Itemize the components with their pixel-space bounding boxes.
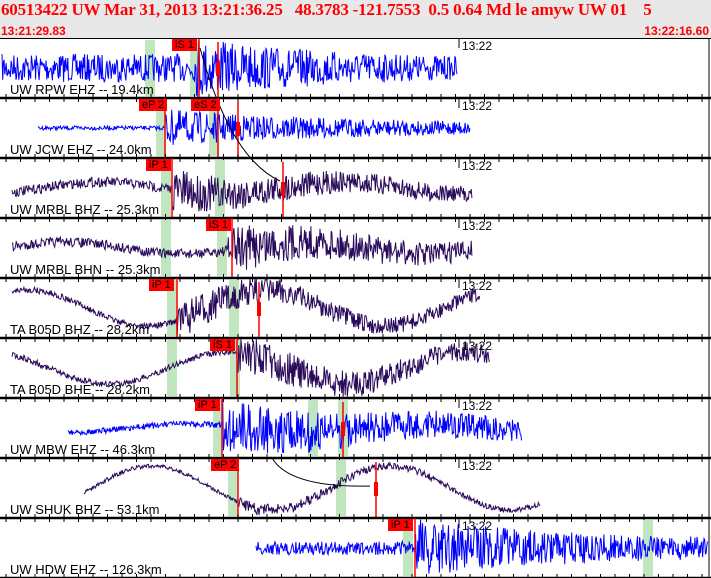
- channel-label: TA B05D BHE -- 28.2km: [10, 382, 150, 397]
- pick-uncertainty-bar: [257, 302, 261, 316]
- channel-label: TA B05D BHZ -- 28.2km: [10, 322, 150, 337]
- pick-label[interactable]: eP 2: [139, 99, 168, 111]
- phase-window: [213, 400, 223, 456]
- waveform-trace: [11, 277, 481, 336]
- waveform-trace: [1, 41, 458, 98]
- minute-label: 13:22: [462, 99, 493, 113]
- minute-label: 13:22: [462, 219, 493, 233]
- start-time: 13:21:29.83: [1, 24, 66, 38]
- pick-label[interactable]: eS 2: [191, 99, 220, 111]
- waveform-trace: [11, 338, 490, 397]
- pick-uncertainty-bar: [341, 422, 345, 436]
- channel-label: UW SHUK BHZ -- 53.1km: [10, 502, 160, 517]
- pick-label[interactable]: iP 1: [195, 399, 220, 411]
- phase-window: [167, 340, 177, 396]
- pick-label[interactable]: iP 1: [146, 159, 171, 171]
- pick-label[interactable]: iS 1: [210, 339, 235, 351]
- pick-label[interactable]: iP 1: [149, 279, 174, 291]
- seismogram-panel[interactable]: [0, 38, 711, 578]
- minute-label: 13:22: [462, 339, 493, 353]
- waveform-trace: [67, 398, 523, 454]
- phase-window: [217, 220, 227, 276]
- pick-uncertainty-bar: [236, 122, 240, 136]
- header-bar: 60513422 UW Mar 31, 2013 13:21:36.25 48.…: [0, 0, 711, 38]
- minute-label: 13:22: [462, 279, 493, 293]
- pick-label[interactable]: iS 1: [206, 219, 231, 231]
- waveform-trace: [255, 519, 708, 574]
- channel-label: UW RPW EHZ -- 19.4km: [10, 82, 154, 97]
- phase-window: [308, 400, 318, 456]
- minute-label: 13:22: [462, 399, 493, 413]
- channel-label: UW MRBL BHN -- 25.3km: [10, 262, 161, 277]
- pick-uncertainty-bar: [374, 482, 378, 496]
- phase-window: [230, 340, 240, 396]
- waveform-trace: [11, 170, 473, 212]
- pick-uncertainty-bar: [216, 62, 220, 76]
- event-title: 60513422 UW Mar 31, 2013 13:21:36.25 48.…: [1, 0, 652, 19]
- channel-label: UW MRBL BHZ -- 25.3km: [10, 202, 160, 217]
- phase-window: [215, 160, 225, 216]
- minute-label: 13:22: [462, 519, 493, 533]
- phase-window: [336, 460, 346, 516]
- end-time: 13:22:16.60: [644, 24, 709, 38]
- phase-window: [229, 280, 239, 336]
- minute-label: 13:22: [462, 459, 493, 473]
- travel-time-curve: [271, 457, 371, 487]
- channel-label: UW JCW EHZ -- 24.0km: [10, 142, 152, 157]
- pick-uncertainty-bar: [281, 182, 285, 196]
- minute-label: 13:22: [462, 39, 493, 53]
- pick-label[interactable]: iS 1: [172, 39, 197, 51]
- phase-window: [156, 100, 166, 156]
- phase-window: [161, 220, 171, 276]
- phase-window: [167, 280, 177, 336]
- waveform-trace: [83, 461, 541, 516]
- waveform-trace: [37, 109, 471, 145]
- pick-label[interactable]: iP 1: [388, 519, 413, 531]
- travel-time-curve: [199, 47, 281, 182]
- channel-label: UW MBW EHZ -- 46.3km: [10, 442, 156, 457]
- minute-label: 13:22: [462, 159, 493, 173]
- waveform-trace: [11, 225, 473, 270]
- phase-window: [145, 40, 155, 96]
- phase-window: [228, 460, 238, 516]
- channel-label: UW HDW EHZ -- 126.3km: [10, 562, 162, 577]
- pick-label[interactable]: eP 2: [211, 459, 240, 471]
- phase-window: [161, 160, 171, 216]
